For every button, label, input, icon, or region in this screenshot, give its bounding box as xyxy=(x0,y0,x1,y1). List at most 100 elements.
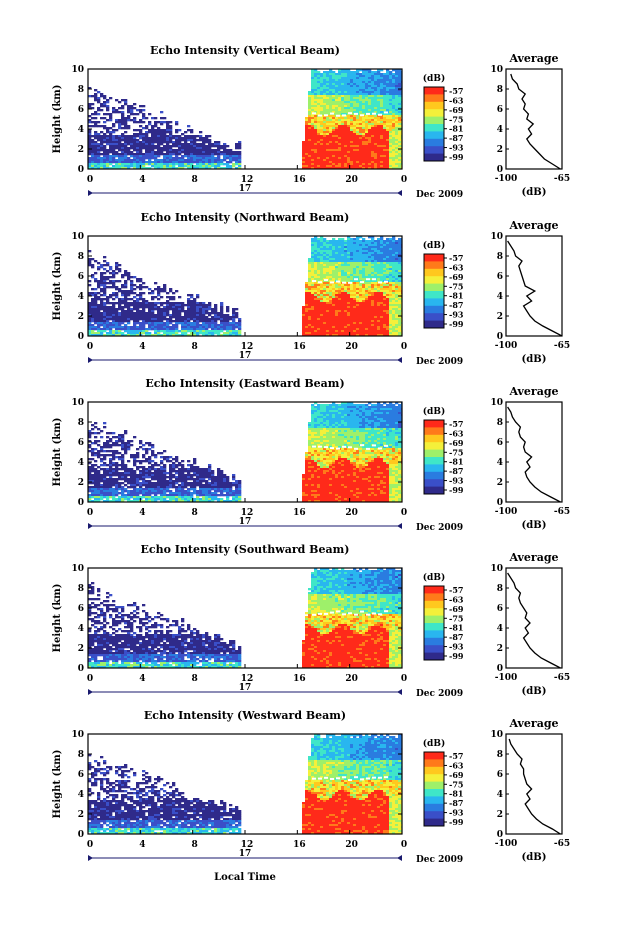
melting-layer-mark xyxy=(342,114,346,117)
heatmap-cell xyxy=(121,290,125,293)
heatmap-cell xyxy=(362,137,366,140)
heatmap-cell xyxy=(365,326,369,329)
heatmap-cell xyxy=(157,306,161,309)
heatmap-cell xyxy=(344,286,348,289)
heatmap-cell xyxy=(163,155,167,158)
heatmap-cell xyxy=(317,238,321,241)
heatmap-cell xyxy=(323,284,327,287)
heatmap-cell xyxy=(359,322,363,325)
heatmap-cell xyxy=(347,290,351,293)
heatmap-cell xyxy=(350,81,354,84)
heatmap-cell xyxy=(199,147,203,150)
heatmap-cell xyxy=(371,314,375,317)
heatmap-cell xyxy=(211,328,215,331)
heatmap-cell xyxy=(356,318,360,321)
heatmap-cell xyxy=(317,288,321,291)
heatmap-cell xyxy=(323,111,327,114)
heatmap-cell xyxy=(356,77,360,80)
heatmap-cell xyxy=(338,151,342,154)
heatmap-cell xyxy=(329,137,333,140)
heatmap-cell xyxy=(383,167,387,169)
heatmap-cell xyxy=(347,256,351,259)
heatmap-cell xyxy=(353,123,357,126)
heatmap-cell xyxy=(377,244,381,247)
heatmap-cell xyxy=(332,320,336,323)
heatmap-cell xyxy=(383,244,387,247)
heatmap-cell xyxy=(353,157,357,160)
heatmap-cell xyxy=(356,167,360,169)
heatmap-cell xyxy=(184,318,188,321)
heatmap-cell xyxy=(383,278,387,281)
heatmap-cell xyxy=(317,300,321,303)
heatmap-cell xyxy=(232,314,236,317)
heatmap-cell xyxy=(214,143,218,146)
heatmap-cell xyxy=(314,101,318,104)
heatmap-cell xyxy=(344,296,348,299)
heatmap-cell xyxy=(314,300,318,303)
heatmap-cell xyxy=(380,314,384,317)
heatmap-cell xyxy=(109,334,113,336)
heatmap-cell xyxy=(395,77,399,80)
heatmap-cell xyxy=(335,139,339,142)
heatmap-cell xyxy=(377,268,381,271)
heatmap-cell xyxy=(199,143,203,146)
heatmap-cell xyxy=(350,123,354,126)
heatmap-cell xyxy=(133,300,137,303)
heatmap-cell xyxy=(91,157,95,160)
heatmap-cell xyxy=(317,141,321,144)
heatmap-cell xyxy=(109,314,113,317)
heatmap-cell xyxy=(235,161,239,164)
heatmap-cell xyxy=(338,95,342,98)
heatmap-cell xyxy=(344,71,348,74)
heatmap-cell xyxy=(172,302,176,305)
heatmap-cell xyxy=(184,139,188,142)
heatmap-cell xyxy=(160,149,164,152)
heatmap-cell xyxy=(151,161,155,164)
heatmap-cell xyxy=(335,252,339,255)
heatmap-cell xyxy=(166,308,170,311)
heatmap-cell xyxy=(148,332,152,335)
heatmap-cell xyxy=(362,79,366,82)
heatmap-cell xyxy=(217,330,221,333)
heatmap-cell xyxy=(383,159,387,162)
heatmap-cell xyxy=(157,314,161,317)
heatmap-cell xyxy=(220,304,224,307)
heatmap-cell xyxy=(356,119,360,122)
heatmap-cell xyxy=(91,326,95,329)
heatmap-cell xyxy=(380,135,384,138)
heatmap-cell xyxy=(383,300,387,303)
heatmap-cell xyxy=(374,115,378,118)
heatmap-cell xyxy=(329,310,333,313)
heatmap-cell xyxy=(139,288,143,291)
heatmap-cell xyxy=(377,288,381,291)
heatmap-cell xyxy=(317,240,321,243)
heatmap-cell xyxy=(320,236,324,239)
heatmap-cell xyxy=(223,324,227,327)
heatmap-cell xyxy=(115,151,119,154)
heatmap-cell xyxy=(311,163,315,166)
heatmap-cell xyxy=(347,157,351,160)
heatmap-cell xyxy=(380,334,384,336)
heatmap-cell xyxy=(172,316,176,319)
heatmap-cell xyxy=(157,288,161,291)
heatmap-cell xyxy=(148,123,152,126)
heatmap-cell xyxy=(365,256,369,259)
heatmap-cell xyxy=(100,322,104,325)
heatmap-cell xyxy=(380,302,384,305)
heatmap-cell xyxy=(332,254,336,257)
heatmap-cell xyxy=(154,320,158,323)
heatmap-cell xyxy=(317,274,321,277)
heatmap-cell xyxy=(389,93,393,96)
heatmap-cell xyxy=(91,139,95,142)
heatmap-cell xyxy=(130,288,134,291)
heatmap-cell xyxy=(148,326,152,329)
heatmap-cell xyxy=(347,322,351,325)
heatmap-cell xyxy=(389,165,393,168)
heatmap-cell xyxy=(392,163,396,166)
heatmap-cell xyxy=(190,159,194,162)
heatmap-cell xyxy=(380,274,384,277)
profile-y-tick-label: 4 xyxy=(497,125,503,135)
heatmap-cell xyxy=(169,153,173,156)
heatmap-cell xyxy=(139,304,143,307)
heatmap-cell xyxy=(371,256,375,259)
